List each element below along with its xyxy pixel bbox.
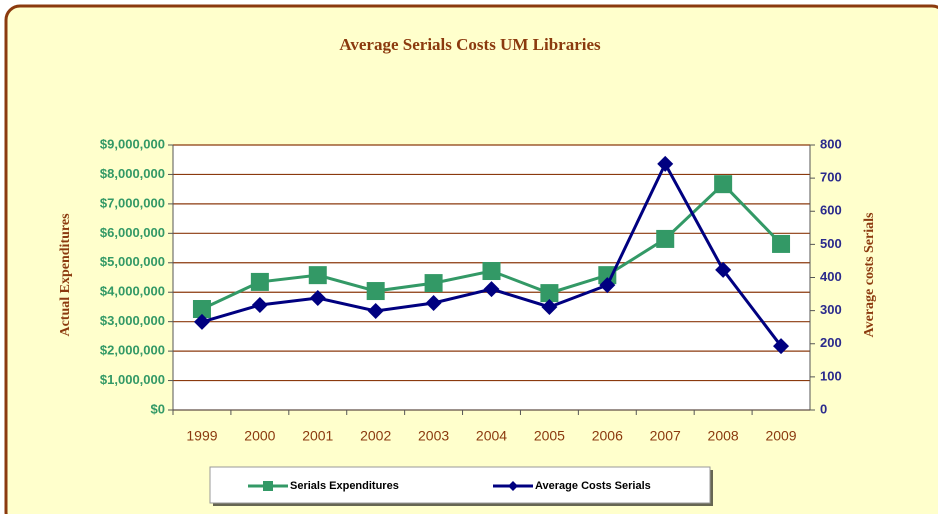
y-tick-label: $4,000,000 [100, 284, 165, 299]
marker [308, 266, 327, 285]
y2-tick-label: 400 [820, 269, 842, 284]
x-tick-label: 2006 [592, 428, 623, 444]
x-tick-label: 2001 [302, 428, 333, 444]
y2-tick-label: 600 [820, 203, 842, 218]
x-tick-label: 2002 [360, 428, 391, 444]
marker [714, 175, 733, 194]
legend-label: Average Costs Serials [535, 480, 651, 492]
y-tick-label: $1,000,000 [100, 372, 165, 387]
x-tick-label: 2007 [650, 428, 681, 444]
y-tick-label: $9,000,000 [100, 136, 165, 151]
x-tick-label: 1999 [186, 428, 217, 444]
x-tick-label: 2005 [534, 428, 565, 444]
y2-tick-label: 200 [820, 335, 842, 350]
y2-tick-label: 700 [820, 170, 842, 185]
x-tick-label: 2008 [708, 428, 739, 444]
y2-tick-label: 0 [820, 401, 827, 416]
marker [598, 266, 617, 285]
y-tick-label: $7,000,000 [100, 195, 165, 210]
y2-tick-label: 300 [820, 302, 842, 317]
marker [508, 481, 518, 491]
marker [599, 277, 616, 294]
x-tick-label: 2004 [476, 428, 507, 444]
marker [251, 296, 268, 313]
marker [541, 298, 558, 315]
marker [424, 274, 443, 293]
marker [250, 272, 269, 291]
marker [483, 281, 500, 298]
marker [366, 282, 385, 301]
x-tick-label: 2000 [244, 428, 275, 444]
marker [540, 284, 559, 303]
marker [193, 313, 210, 330]
x-tick-label: 2003 [418, 428, 449, 444]
y-tick-label: $0 [151, 401, 165, 416]
legend-label: Serials Expenditures [290, 480, 399, 492]
y2-axis-label: Average costs Serials [862, 212, 877, 337]
marker [715, 261, 732, 278]
y-tick-label: $3,000,000 [100, 313, 165, 328]
marker [773, 338, 790, 355]
y-tick-label: $5,000,000 [100, 254, 165, 269]
marker [367, 302, 384, 319]
y-axis-label: Actual Expenditures [58, 213, 73, 337]
y-tick-label: $6,000,000 [100, 225, 165, 240]
marker [772, 234, 791, 253]
y2-tick-label: 800 [820, 136, 842, 151]
y-tick-label: $8,000,000 [100, 166, 165, 181]
marker [482, 262, 501, 281]
marker [263, 481, 273, 491]
x-tick-label: 2009 [765, 428, 796, 444]
marker [192, 300, 211, 319]
y2-tick-label: 100 [820, 368, 842, 383]
legend [209, 466, 711, 504]
marker [657, 155, 674, 172]
marker [309, 290, 326, 307]
y2-tick-label: 500 [820, 236, 842, 251]
chart-title: Average Serials Costs UM Libraries [339, 35, 601, 54]
y-tick-label: $2,000,000 [100, 343, 165, 358]
marker [425, 295, 442, 312]
marker [656, 229, 675, 248]
